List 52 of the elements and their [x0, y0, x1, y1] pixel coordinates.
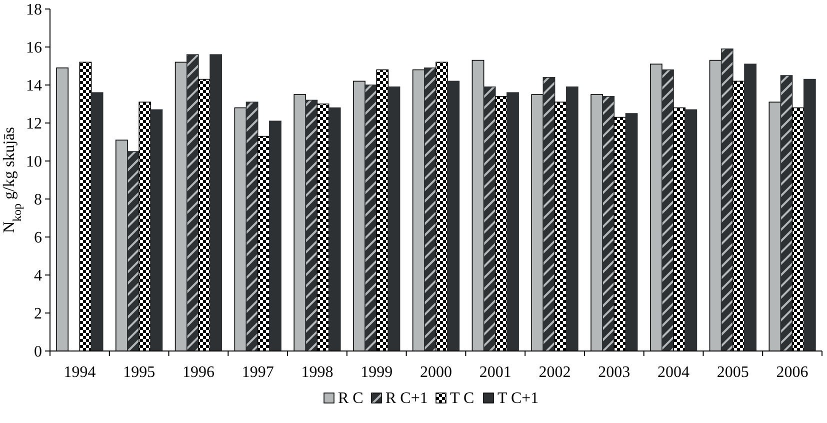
y-tick-label: 4 — [34, 268, 42, 285]
x-tick-label: 2002 — [538, 364, 571, 381]
bar — [186, 54, 199, 352]
bar — [447, 80, 460, 352]
y-tick-label: 18 — [26, 2, 42, 19]
bar — [744, 64, 756, 352]
y-tick-label: 2 — [34, 306, 42, 323]
bar — [269, 120, 282, 352]
x-tick-label: 1995 — [123, 364, 156, 381]
legend-label: R C+1 — [386, 390, 428, 407]
x-tick-label: 2004 — [658, 364, 690, 381]
x-tick-label: 2005 — [716, 364, 749, 381]
y-tick-label: 0 — [34, 344, 42, 361]
x-tick-label: 2003 — [598, 364, 630, 381]
x-tick-label: 2006 — [776, 364, 808, 381]
legend-label: R C — [338, 390, 364, 407]
x-tick-label: 2000 — [420, 364, 452, 381]
bar — [566, 86, 578, 352]
bar — [90, 92, 104, 352]
bar — [662, 69, 674, 352]
y-tick-label: 6 — [34, 230, 42, 247]
y-tick-label: 12 — [26, 116, 42, 133]
bar — [625, 113, 638, 352]
bar — [127, 151, 140, 352]
x-tick-label: 1996 — [182, 364, 214, 381]
bar — [424, 68, 436, 352]
bar — [388, 86, 400, 352]
bar — [803, 78, 816, 352]
bar — [210, 54, 222, 352]
bar — [720, 48, 734, 352]
bar — [150, 109, 163, 352]
y-tick-label: 10 — [26, 154, 42, 171]
bar — [602, 96, 615, 352]
legend-label: T C — [450, 390, 474, 407]
bar — [780, 75, 793, 352]
y-tick-label: 16 — [26, 40, 42, 57]
x-tick-label: 2001 — [479, 364, 512, 381]
bar — [305, 100, 318, 352]
bar — [364, 84, 378, 352]
y-tick-label: 14 — [26, 78, 42, 95]
bar — [542, 77, 556, 352]
y-tick-label: 8 — [34, 192, 42, 209]
bar — [506, 92, 519, 352]
bar — [684, 109, 698, 352]
legend-label: T C+1 — [498, 390, 539, 407]
bar — [328, 107, 341, 352]
x-tick-label: 1994 — [64, 364, 96, 381]
bar — [246, 102, 258, 352]
x-tick-label: 1997 — [242, 364, 274, 381]
x-tick-label: 1999 — [360, 364, 393, 381]
x-tick-label: 1998 — [301, 364, 334, 381]
bar — [483, 86, 496, 352]
